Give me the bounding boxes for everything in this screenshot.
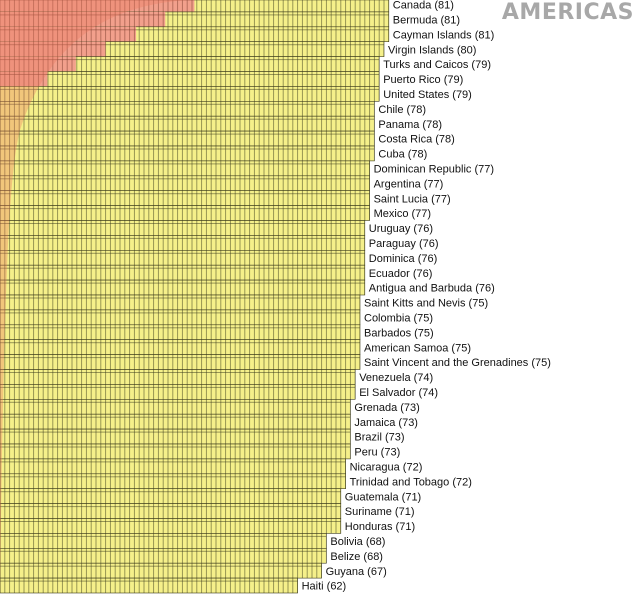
bar-label: Chile (78) <box>378 104 426 116</box>
bar-costa-rica <box>0 130 375 147</box>
region-title: AMERICAS <box>501 0 634 25</box>
bar-label: Suriname (71) <box>345 506 415 518</box>
bar-label: Guatemala (71) <box>345 491 421 503</box>
bar-label: Venezuela (74) <box>359 372 433 384</box>
bar-mexico <box>0 205 370 221</box>
bar-label: American Samoa (75) <box>364 342 471 354</box>
bar-label: Saint Lucia (77) <box>374 193 451 205</box>
bar-dominica <box>0 250 366 266</box>
bar-saint-kitts-and-nevis <box>0 294 361 311</box>
bar-label: Nicaragua (72) <box>350 462 423 474</box>
bar-suriname <box>0 503 342 519</box>
bar-label: Puerto Rico (79) <box>383 74 463 86</box>
bar-label: Cuba (78) <box>378 149 427 161</box>
bar-paraguay <box>0 235 366 251</box>
bar-label: Bolivia (68) <box>330 536 385 548</box>
bar-label: Saint Vincent and the Grenadines (75) <box>364 357 551 369</box>
bar-puerto-rico <box>0 71 380 87</box>
bar-united-states <box>0 86 380 102</box>
early-segment <box>0 11 166 27</box>
bar-brazil <box>0 428 351 445</box>
bar-label: Ecuador (76) <box>369 268 433 280</box>
bar-label: Antigua and Barbuda (76) <box>369 283 495 295</box>
early-segment <box>0 0 195 12</box>
bar-label: Colombia (75) <box>364 313 433 325</box>
early-segment <box>0 71 48 87</box>
bar-label: Belize (68) <box>330 551 383 563</box>
bar-label: Canada (81) <box>393 0 454 12</box>
bar-label: Mexico (77) <box>374 208 431 220</box>
bar-uruguay <box>0 220 366 236</box>
bar-colombia <box>0 309 361 326</box>
bar-label: Bermuda (81) <box>393 15 460 27</box>
bar-trinidad-and-tobago <box>0 473 346 489</box>
bar-barbados <box>0 324 361 340</box>
bar-saint-lucia <box>0 190 370 206</box>
bar-guyana <box>0 562 322 579</box>
bar-label: Uruguay (76) <box>369 223 433 235</box>
bar-label: El Salvador (74) <box>359 387 438 399</box>
bar-label: Panama (78) <box>378 119 442 131</box>
bar-label: Barbados (75) <box>364 327 434 339</box>
bar-label: Argentina (77) <box>374 178 444 190</box>
bar-label: Trinidad and Tobago (72) <box>350 476 472 488</box>
bar-label: United States (79) <box>383 89 472 101</box>
bar-label: Grenada (73) <box>354 402 419 414</box>
bar-haiti <box>0 577 298 594</box>
early-segment <box>0 26 137 42</box>
bars-layer <box>0 0 390 594</box>
bar-label: Dominica (76) <box>369 253 437 265</box>
bar-argentina <box>0 175 370 192</box>
bar-belize <box>0 547 327 564</box>
bar-grenada <box>0 398 351 415</box>
bar-label: Haiti (62) <box>302 581 347 593</box>
early-segment <box>0 56 76 72</box>
bar-label: Costa Rica (78) <box>378 134 454 146</box>
bar-label: Guyana (67) <box>326 566 387 578</box>
bar-label: Turks and Caicos (79) <box>383 59 491 71</box>
bar-antigua-and-barbuda <box>0 279 366 296</box>
bar-nicaragua <box>0 458 346 475</box>
early-segment <box>0 41 106 57</box>
bar-label: Jamaica (73) <box>354 417 418 429</box>
bar-label: Brazil (73) <box>354 432 404 444</box>
bar-dominican-republic <box>0 160 370 177</box>
bar-peru <box>0 443 351 460</box>
survival-curve-shade <box>0 0 190 594</box>
bar-label: Peru (73) <box>354 447 400 459</box>
bar-saint-vincent-and-the-grenadines <box>0 354 361 370</box>
bar-label: Saint Kitts and Nevis (75) <box>364 298 488 310</box>
bar-jamaica <box>0 413 351 430</box>
bar-venezuela <box>0 369 356 385</box>
bar-bolivia <box>0 533 327 549</box>
bar-el-salvador <box>0 384 356 400</box>
bar-panama <box>0 115 375 132</box>
bar-ecuador <box>0 264 366 281</box>
bar-label: Cayman Islands (81) <box>393 29 495 41</box>
bar-label: Virgin Islands (80) <box>388 44 476 56</box>
bar-chile <box>0 101 375 117</box>
labels-layer: Canada (81) Bermuda (81) Cayman Islands (8… <box>302 0 551 593</box>
bar-american-samoa <box>0 339 361 355</box>
bar-label: Dominican Republic (77) <box>374 164 494 176</box>
bar-guatemala <box>0 488 342 504</box>
bar-honduras <box>0 518 342 534</box>
bar-cuba <box>0 145 375 162</box>
bar-label: Honduras (71) <box>345 521 415 533</box>
bar-label: Paraguay (76) <box>369 238 439 250</box>
